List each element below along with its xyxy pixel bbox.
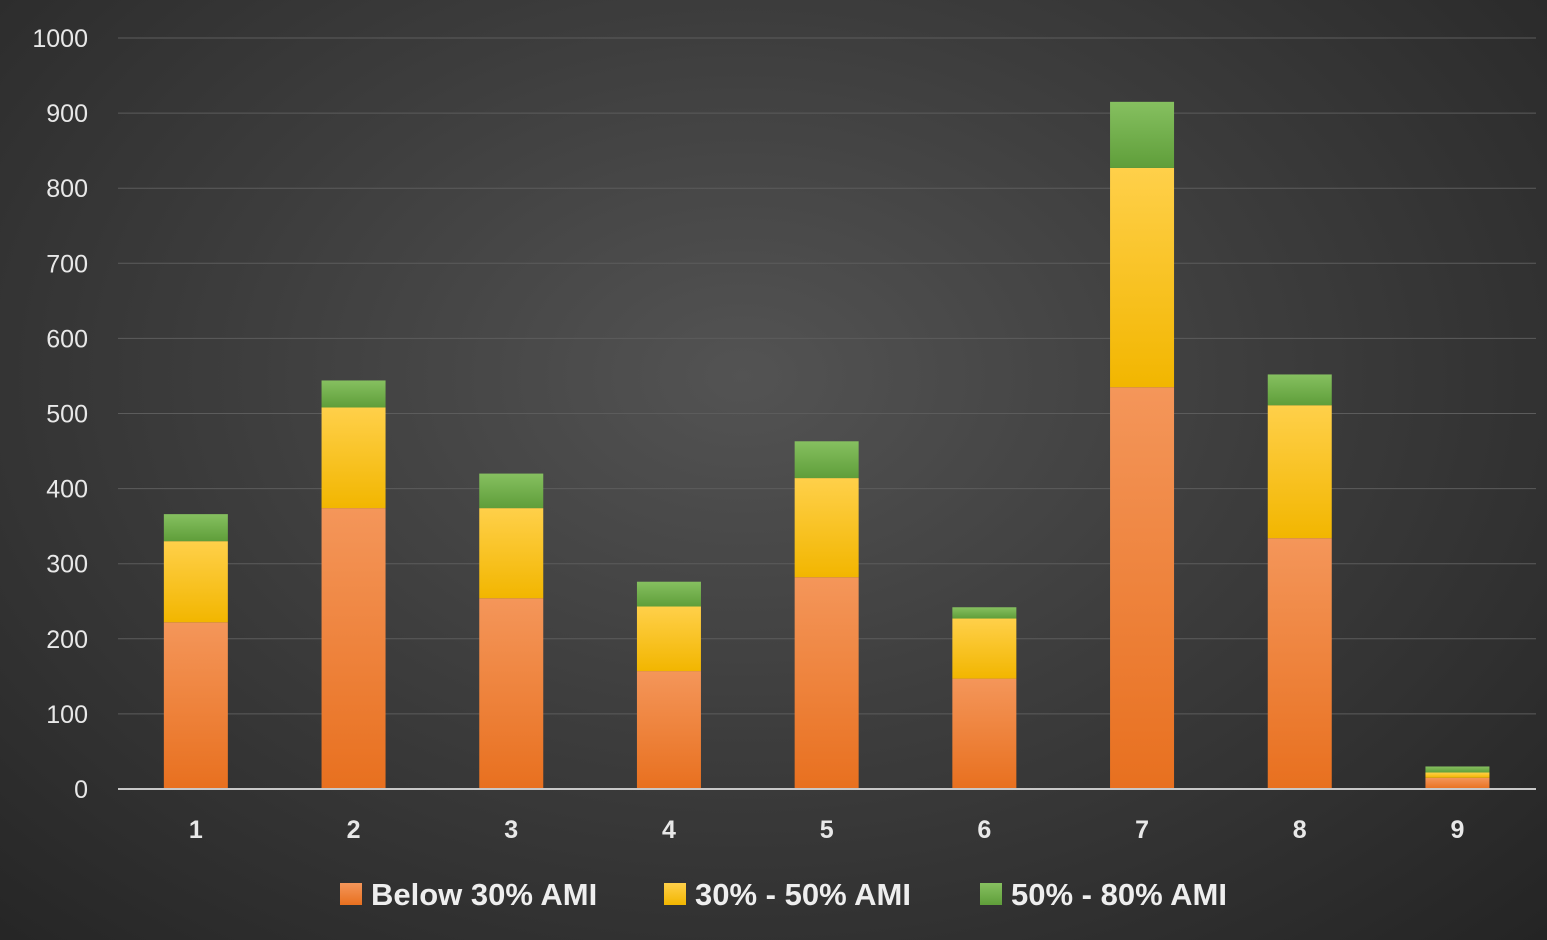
- bar-segment-1-cat-7: [1110, 387, 1175, 789]
- bar-segment-3-cat-5: [794, 441, 859, 479]
- bar-segment-3-cat-7: [1110, 101, 1175, 168]
- bar-segment-1-cat-3: [479, 598, 544, 789]
- bar-segment-2-cat-1: [163, 541, 228, 623]
- bar-segment-2-cat-9: [1425, 772, 1490, 778]
- axes: 0 100 200 300 400 500 600 700 800 900 1000 1 2 3 4 5 6 7 8…: [32, 25, 1536, 844]
- bar-segment-3-cat-6: [952, 607, 1017, 619]
- legend-label: 30% - 50% AMI: [695, 877, 911, 912]
- y-tick-label: 600: [46, 325, 88, 353]
- y-tick-label: 800: [46, 175, 88, 203]
- bar-segment-1-cat-6: [952, 678, 1017, 789]
- x-tick-label: 6: [977, 816, 991, 844]
- bar-segment-2-cat-4: [636, 606, 701, 672]
- bar-segment-2-cat-3: [479, 508, 544, 599]
- bar-segment-1-cat-8: [1267, 538, 1332, 789]
- y-tick-label: 1000: [32, 25, 88, 53]
- y-tick-label: 900: [46, 100, 88, 128]
- legend-label: 50% - 80% AMI: [1011, 877, 1227, 912]
- bar-segment-2-cat-7: [1110, 167, 1175, 388]
- legend-label: Below 30% AMI: [371, 877, 597, 912]
- x-tick-label: 8: [1293, 816, 1307, 844]
- y-tick-label: 0: [74, 776, 88, 804]
- legend-swatch: [340, 883, 362, 905]
- bar-segment-3-cat-3: [479, 473, 544, 509]
- bar-segment-1-cat-5: [794, 577, 859, 789]
- bar-segment-3-cat-8: [1267, 374, 1332, 406]
- y-tick-label: 200: [46, 626, 88, 654]
- bar-segment-3-cat-4: [636, 581, 701, 607]
- x-tick-label: 7: [1135, 816, 1149, 844]
- bar-segment-1-cat-2: [321, 508, 386, 789]
- x-tick-label: 1: [189, 816, 203, 844]
- legend-swatch: [664, 883, 686, 905]
- y-tick-label: 100: [46, 701, 88, 729]
- x-tick-label: 9: [1450, 816, 1464, 844]
- y-tick-label: 700: [46, 250, 88, 278]
- x-tick-label: 3: [504, 816, 518, 844]
- y-tick-label: 500: [46, 401, 88, 429]
- bar-segment-2-cat-2: [321, 407, 386, 509]
- bar-segment-1-cat-1: [163, 622, 228, 789]
- legend: Below 30% AMI 30% - 50% AMI 50% - 80% AMI: [340, 877, 1227, 912]
- bars: [163, 101, 1490, 789]
- x-tick-label: 4: [662, 816, 676, 844]
- bar-segment-3-cat-1: [163, 514, 228, 542]
- bar-segment-3-cat-9: [1425, 766, 1490, 773]
- bar-segment-1-cat-4: [636, 671, 701, 789]
- y-tick-label: 300: [46, 551, 88, 579]
- y-tick-label: 400: [46, 476, 88, 504]
- bar-segment-2-cat-6: [952, 618, 1017, 679]
- x-tick-label: 5: [820, 816, 834, 844]
- legend-swatch: [980, 883, 1002, 905]
- bar-segment-2-cat-8: [1267, 405, 1332, 539]
- bar-segment-2-cat-5: [794, 478, 859, 578]
- bar-segment-3-cat-2: [321, 380, 386, 408]
- bar-segment-1-cat-9: [1425, 777, 1490, 789]
- x-tick-label: 2: [347, 816, 361, 844]
